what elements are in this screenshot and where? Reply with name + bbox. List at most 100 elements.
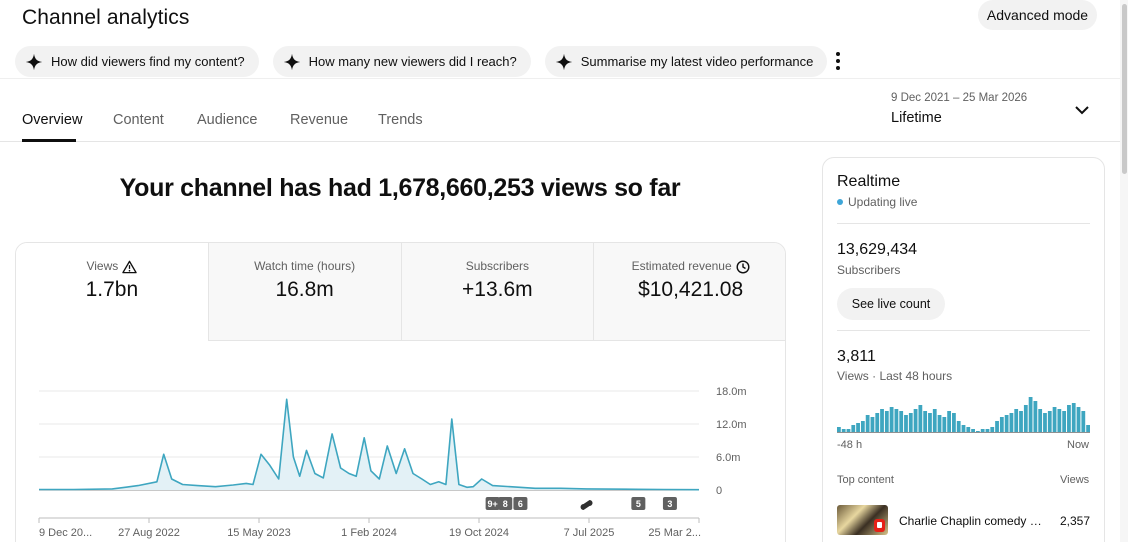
metric-label: Views — [16, 259, 208, 274]
realtime-bar[interactable] — [999, 417, 1004, 433]
chip-summarise-video[interactable]: Summarise my latest video performance — [544, 46, 828, 77]
tab-overview[interactable]: Overview — [22, 112, 83, 128]
realtime-bar[interactable] — [1019, 411, 1023, 433]
realtime-bar[interactable] — [1081, 411, 1086, 433]
realtime-bar[interactable] — [904, 415, 908, 433]
realtime-bar[interactable] — [1071, 403, 1076, 433]
page-title: Channel analytics — [22, 6, 190, 29]
clock-icon[interactable] — [736, 260, 750, 274]
realtime-bar[interactable] — [985, 429, 990, 433]
realtime-bar[interactable] — [1047, 411, 1052, 433]
x-tick-label: 9 Dec 20... — [39, 527, 92, 539]
metric-value: 16.8m — [275, 278, 334, 301]
realtime-bar[interactable] — [971, 429, 975, 433]
realtime-bar[interactable] — [995, 421, 999, 433]
realtime-subscribers-label: Subscribers — [837, 263, 901, 277]
metric-value: $10,421.08 — [638, 278, 744, 301]
x-tick-label: 1 Feb 2024 — [341, 527, 397, 539]
annotation-marker — [662, 497, 677, 510]
realtime-views-bar-chart[interactable] — [837, 393, 1090, 433]
date-range-text[interactable]: 9 Dec 2021 – 25 Mar 2026 — [891, 92, 1028, 104]
chip-label: Summarise my latest video performance — [580, 54, 814, 69]
date-range-label[interactable]: Lifetime — [891, 110, 942, 126]
annotation-marker — [513, 497, 528, 510]
realtime-bar[interactable] — [1023, 405, 1028, 433]
annotation-label: 8 — [503, 499, 508, 509]
realtime-subscribers-value: 13,629,434 — [837, 241, 918, 258]
x-tick-label: 25 Mar 2... — [648, 527, 701, 539]
realtime-bar[interactable] — [856, 423, 860, 433]
realtime-bar[interactable] — [928, 413, 932, 433]
realtime-bar[interactable] — [961, 425, 966, 433]
advanced-mode-button[interactable]: Advanced mode — [978, 0, 1097, 30]
realtime-bar[interactable] — [1043, 413, 1047, 433]
shorts-icon — [580, 500, 593, 510]
realtime-bar[interactable] — [932, 409, 937, 433]
realtime-bar[interactable] — [990, 427, 995, 433]
realtime-bar[interactable] — [1067, 405, 1071, 433]
realtime-bar[interactable] — [889, 407, 894, 433]
chevron-down-icon[interactable] — [1072, 103, 1092, 119]
realtime-bar[interactable] — [947, 411, 952, 433]
warning-icon[interactable] — [122, 260, 137, 274]
realtime-bar[interactable] — [937, 415, 942, 433]
realtime-bar[interactable] — [1009, 413, 1014, 433]
video-thumbnail[interactable] — [837, 505, 888, 535]
realtime-bar[interactable] — [1076, 407, 1081, 433]
scrollbar-thumb[interactable] — [1122, 4, 1127, 174]
realtime-bar[interactable] — [837, 427, 841, 433]
realtime-bar[interactable] — [1086, 425, 1090, 433]
see-live-count-button[interactable]: See live count — [837, 288, 945, 320]
tab-trends[interactable]: Trends — [378, 112, 423, 128]
realtime-bar[interactable] — [956, 421, 961, 433]
scrollbar-track[interactable] — [1120, 0, 1128, 542]
tab-audience[interactable]: Audience — [197, 112, 258, 128]
realtime-bar[interactable] — [875, 413, 880, 433]
chip-viewers-find[interactable]: How did viewers find my content? — [15, 46, 259, 77]
realtime-bar[interactable] — [923, 411, 928, 433]
realtime-bar[interactable] — [1004, 415, 1009, 433]
metric-estimated-revenue[interactable]: Estimated revenue $10,421.08 — [594, 243, 785, 341]
tab-revenue[interactable]: Revenue — [290, 112, 349, 128]
realtime-bar[interactable] — [1033, 401, 1038, 433]
realtime-bar[interactable] — [880, 409, 884, 433]
realtime-bar[interactable] — [899, 411, 904, 433]
views-area-chart[interactable]: 18.0m 12.0m 6.0m 0 9+ 8 6 5 3 9 Dec 20... 27 Aug 2… — [16, 373, 785, 542]
y-tick-label: 12.0m — [716, 419, 747, 431]
realtime-bar[interactable] — [894, 409, 899, 433]
realtime-bar[interactable] — [952, 413, 956, 433]
realtime-bar[interactable] — [980, 429, 985, 433]
realtime-bar[interactable] — [841, 429, 846, 433]
realtime-bar[interactable] — [865, 415, 870, 433]
x-tick-label: 27 Aug 2022 — [118, 527, 180, 539]
realtime-bar[interactable] — [1052, 407, 1057, 433]
realtime-status: Updating live — [837, 195, 917, 209]
annotation-marker — [485, 497, 500, 510]
realtime-bar[interactable] — [1038, 409, 1043, 433]
realtime-bar[interactable] — [942, 417, 947, 433]
realtime-bar[interactable] — [870, 417, 875, 433]
realtime-bar[interactable] — [860, 421, 865, 433]
realtime-bar[interactable] — [846, 429, 851, 433]
realtime-bar[interactable] — [913, 409, 918, 433]
realtime-bar[interactable] — [908, 413, 913, 433]
realtime-bar[interactable] — [918, 405, 923, 433]
realtime-bar[interactable] — [1014, 409, 1019, 433]
active-tab-indicator — [22, 139, 76, 142]
annotation-marker — [631, 497, 646, 510]
metric-watch-time[interactable]: Watch time (hours) 16.8m — [208, 243, 402, 341]
metric-value: +13.6m — [462, 278, 533, 301]
top-content-title[interactable]: Charlie Chaplin comedy p... — [899, 514, 1044, 528]
realtime-bar[interactable] — [884, 411, 889, 433]
realtime-bar[interactable] — [1057, 409, 1062, 433]
tab-content[interactable]: Content — [113, 112, 164, 128]
realtime-bar[interactable] — [1028, 397, 1033, 433]
realtime-bar[interactable] — [851, 425, 856, 433]
metric-views[interactable]: Views 1.7bn — [16, 243, 209, 341]
metric-subscribers[interactable]: Subscribers +13.6m — [401, 243, 595, 341]
realtime-bar[interactable] — [966, 427, 971, 433]
chip-new-viewers[interactable]: How many new viewers did I reach? — [272, 46, 531, 77]
more-vert-icon[interactable] — [828, 48, 848, 74]
realtime-bar[interactable] — [1062, 411, 1067, 433]
realtime-views-label: Views · Last 48 hours — [837, 369, 953, 383]
